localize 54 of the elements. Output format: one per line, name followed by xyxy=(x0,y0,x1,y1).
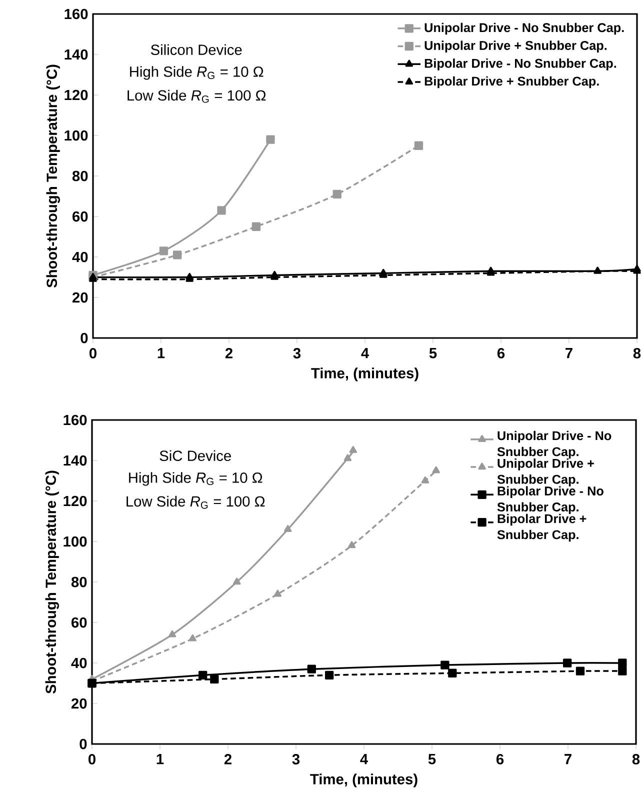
legend-label: Unipolar Drive + Snubber Cap. xyxy=(424,40,607,52)
x-tick-label: 5 xyxy=(428,754,436,764)
y-tick-label: 80 xyxy=(72,170,88,182)
x-tick-label: 4 xyxy=(360,754,368,764)
y-axis-title: Shoot-through Temperature (°C) xyxy=(45,470,60,694)
y-axis-title: Shoot-through Temperature (°C) xyxy=(46,64,60,288)
legend-label: Unipolar Drive - No Snubber Cap. xyxy=(497,430,612,459)
x-tick-label: 7 xyxy=(566,348,572,358)
annotation: SiC Device xyxy=(160,450,231,462)
y-tick-label: 0 xyxy=(80,738,87,750)
x-tick-label: 0 xyxy=(90,348,96,358)
x-tick-label: 1 xyxy=(156,754,164,764)
legend-label: Bipolar Drive + Snubber Cap. xyxy=(424,76,599,88)
x-tick-label: 2 xyxy=(225,348,232,358)
x-tick-label: 3 xyxy=(292,754,300,764)
y-tick-label: 120 xyxy=(64,90,88,100)
y-tick-label: 20 xyxy=(71,698,87,709)
annotation: Low Side R$_{G}$ = 100 Ω xyxy=(126,496,265,509)
annotation: High Side R$_{G}$ = 10 Ω xyxy=(130,66,264,80)
x-tick-label: 5 xyxy=(429,348,437,358)
y-tick-label: 0 xyxy=(80,332,88,344)
y-tick-label: 140 xyxy=(64,455,87,466)
legend-label: Unipolar Drive + Snubber Cap. xyxy=(497,458,594,486)
y-tick-label: 140 xyxy=(64,49,88,60)
x-tick-label: 7 xyxy=(564,754,572,764)
x-tick-label: 6 xyxy=(497,348,505,358)
x-tick-label: 1 xyxy=(158,348,165,358)
y-tick-label: 60 xyxy=(72,211,88,222)
x-tick-label: 4 xyxy=(361,348,369,358)
annotation: Silicon Device xyxy=(150,44,242,56)
x-tick-label: 3 xyxy=(293,348,301,358)
legend-label: Bipolar Drive - No Snubber Cap. xyxy=(497,486,604,514)
legend-label: Bipolar Drive + Snubber Cap. xyxy=(497,514,586,542)
y-tick-label: 40 xyxy=(71,658,87,668)
y-tick-label: 120 xyxy=(64,496,87,506)
x-tick-label: 0 xyxy=(88,754,96,764)
annotation: High Side R$_{G}$ = 10 Ω xyxy=(129,472,262,486)
y-tick-label: 60 xyxy=(72,617,87,628)
y-tick-label: 100 xyxy=(64,130,88,141)
x-axis-title: Time, (minutes) xyxy=(311,368,418,382)
y-tick-label: 160 xyxy=(64,8,88,20)
x-tick-label: 8 xyxy=(632,754,640,764)
x-tick-label: 8 xyxy=(633,348,641,358)
legend-label: Bipolar Drive - No Snubber Cap. xyxy=(424,58,616,70)
y-tick-label: 40 xyxy=(72,252,88,262)
y-tick-label: 160 xyxy=(64,414,87,426)
annotation: Low Side R$_{G}$ = 100 Ω xyxy=(128,90,266,103)
x-axis-title: Time, (minutes) xyxy=(310,774,418,788)
x-tick-label: 2 xyxy=(224,754,232,764)
y-tick-label: 80 xyxy=(71,576,87,588)
legend-label: Unipolar Drive - No Snubber Cap. xyxy=(424,22,624,35)
y-tick-label: 20 xyxy=(72,292,88,303)
x-tick-label: 6 xyxy=(496,754,504,764)
y-tick-label: 100 xyxy=(64,536,87,547)
